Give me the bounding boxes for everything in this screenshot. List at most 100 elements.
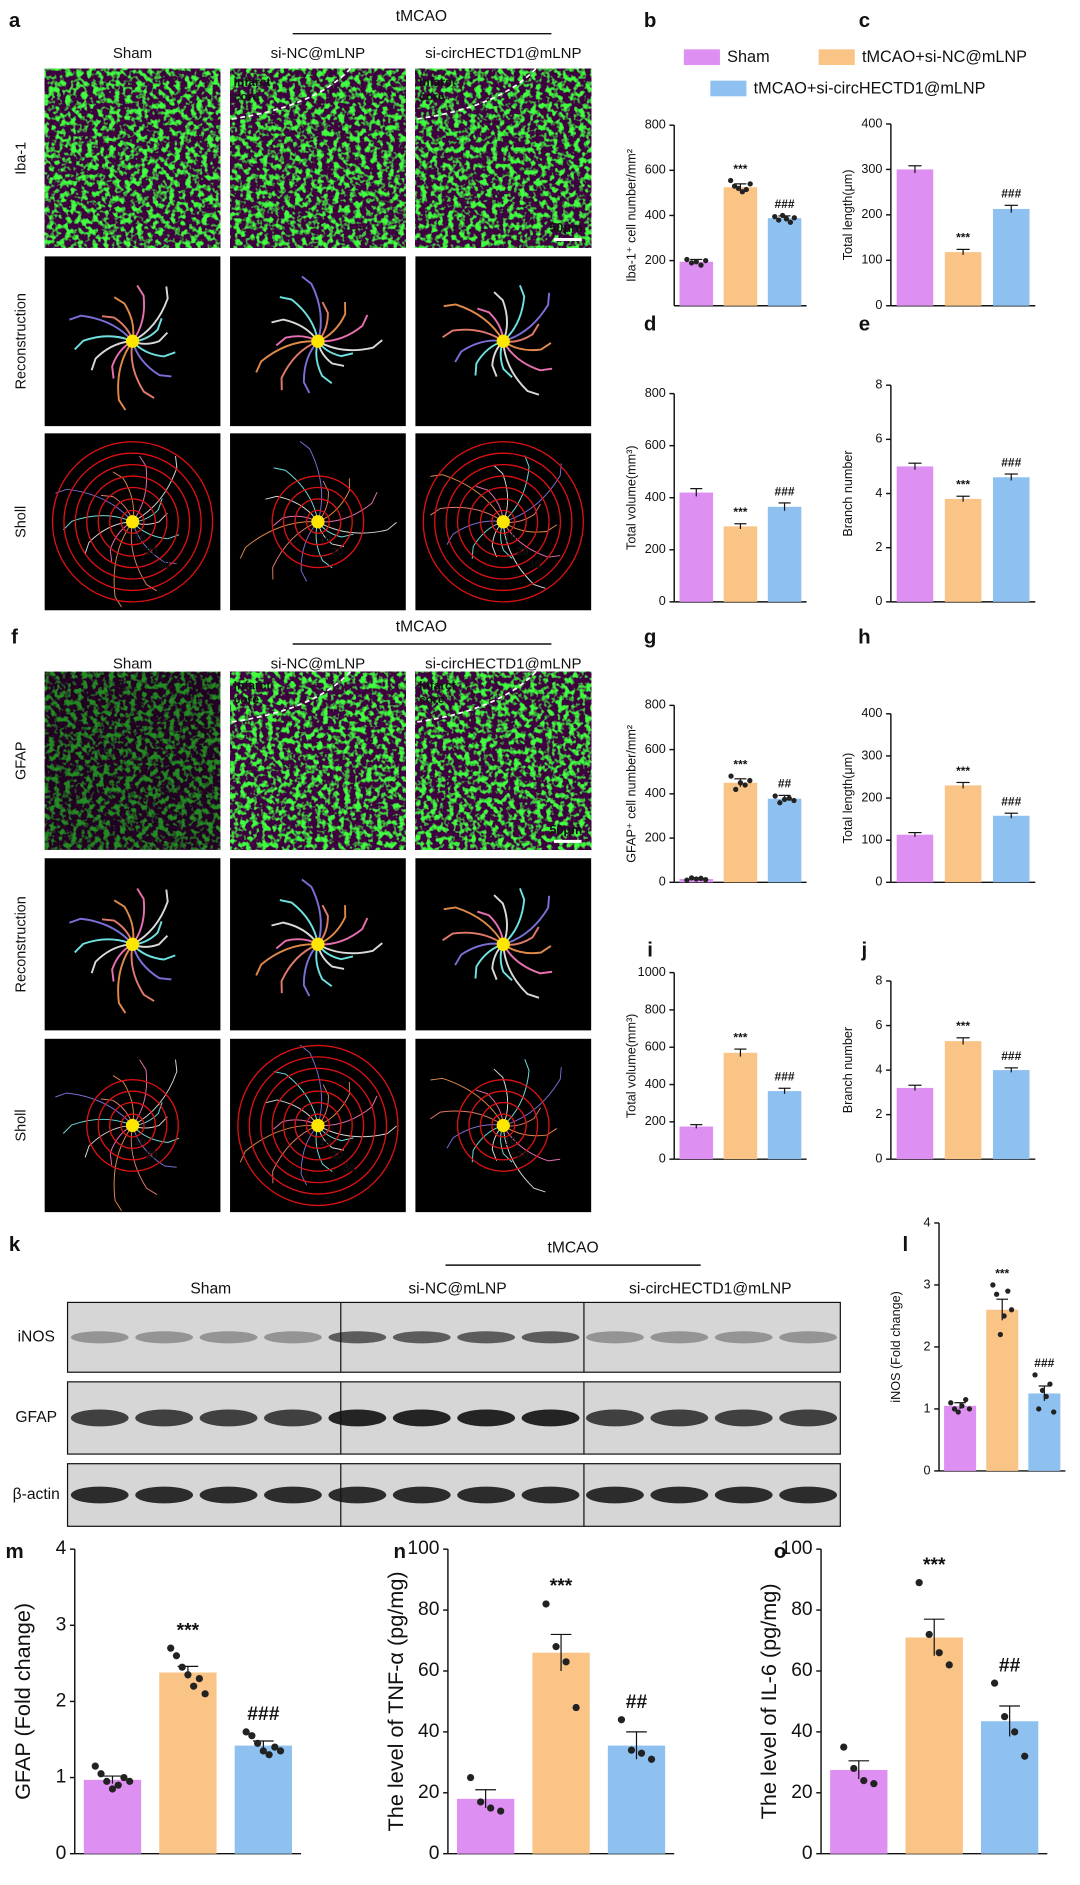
data-point [1039,1387,1046,1393]
data-point [126,1777,134,1785]
data-point [195,1674,203,1683]
bar [896,169,934,306]
y-tick-label: 200 [861,790,882,804]
infarct-border [229,68,352,121]
sholl-ring [237,1044,399,1207]
y-tick-label: 0 [659,594,666,608]
significance: *** [733,162,747,176]
data-point [772,793,778,799]
sholl-ring [282,1090,353,1161]
band [70,1331,129,1344]
significance: *** [923,1555,946,1576]
significance: ### [247,1704,279,1725]
bar [723,187,758,306]
data-point [184,1671,192,1679]
panel-letter: k [9,1233,21,1256]
y-tick-label: 0 [875,1152,882,1166]
column-label: si-circHECTD1@mLNP [425,655,581,672]
infarct-label: Infarct [419,75,456,89]
y-tick-label: 200 [861,207,882,221]
sholl-ring [97,1090,168,1161]
panel-letter: f [11,625,18,648]
y-tick-label: 0 [875,298,882,312]
y-tick-label: 80 [791,1599,812,1620]
band [457,1331,516,1344]
data-point [737,780,744,786]
bar [532,1652,590,1854]
panel-letter: j [861,938,868,961]
y-tick-label: 60 [791,1660,812,1681]
data-point [1008,1307,1015,1313]
row-label: iNOS [18,1328,55,1345]
data-point [497,1807,505,1815]
data-point [97,1770,105,1778]
y-tick-label: 800 [645,118,666,132]
band [264,1331,322,1344]
y-tick-label: 0 [429,1843,440,1864]
data-point [617,1716,626,1724]
y-tick-label: 4 [56,1538,67,1559]
data-point [779,212,786,219]
bar [992,815,1030,883]
significance: *** [733,1030,747,1044]
data-point [259,1747,267,1755]
y-axis-label: Total length(μm) [841,169,855,260]
sholl-label: 10 [504,1136,516,1148]
fluorescence [230,68,406,248]
sholl-ring [120,1113,145,1138]
soma [311,515,325,529]
y-tick-label: 100 [407,1538,439,1559]
y-tick-label: 2 [875,1107,882,1121]
y-axis-label: Branch number [841,450,855,536]
data-point [925,1630,933,1639]
infarct-label: Infarct [419,678,456,692]
branch [130,1125,158,1195]
data-point [466,1773,475,1782]
significance: ### [1034,1356,1054,1370]
panel-letter: n [394,1540,407,1563]
sholl-ring [86,475,179,569]
soma [125,937,140,951]
bar [944,252,982,306]
data-point [637,1749,646,1757]
sholl-ring [86,1079,179,1172]
branch [272,1125,319,1184]
data-point [990,1679,999,1687]
y-tick-label: 2 [56,1691,67,1712]
branch [132,455,178,523]
legend-swatch [818,49,855,65]
data-point [698,875,704,881]
soma [125,515,140,529]
sholl-label: 10 [134,1136,146,1148]
band [714,1486,773,1504]
data-point [684,877,690,883]
y-tick-label: 100 [861,253,882,267]
bar [159,1672,217,1854]
sholl-label: 20 [146,1149,158,1161]
branch [132,1059,178,1126]
sholl-ring [282,486,353,557]
y-tick-label: 1 [56,1767,67,1788]
bar [607,1745,666,1854]
band [328,1409,387,1427]
panel-letter: l [902,1233,908,1256]
row-label: Sholl [14,1109,30,1141]
row-label: Reconstruction [14,293,30,389]
y-tick-label: 200 [645,253,666,267]
band [70,1486,129,1504]
data-point [791,797,797,804]
bar [896,1087,934,1160]
y-tick-label: 600 [645,1040,666,1054]
bar [980,1721,1039,1854]
soma [125,1118,140,1133]
bar [830,1769,888,1854]
y-axis-label: Branch number [841,1027,855,1113]
data-point [772,213,778,220]
sholl-ring [109,1101,157,1149]
sholl-ring [63,452,202,592]
branch [239,1124,318,1163]
y-tick-label: 100 [781,1538,813,1559]
data-point [915,1579,923,1587]
significance: *** [995,1266,1009,1280]
